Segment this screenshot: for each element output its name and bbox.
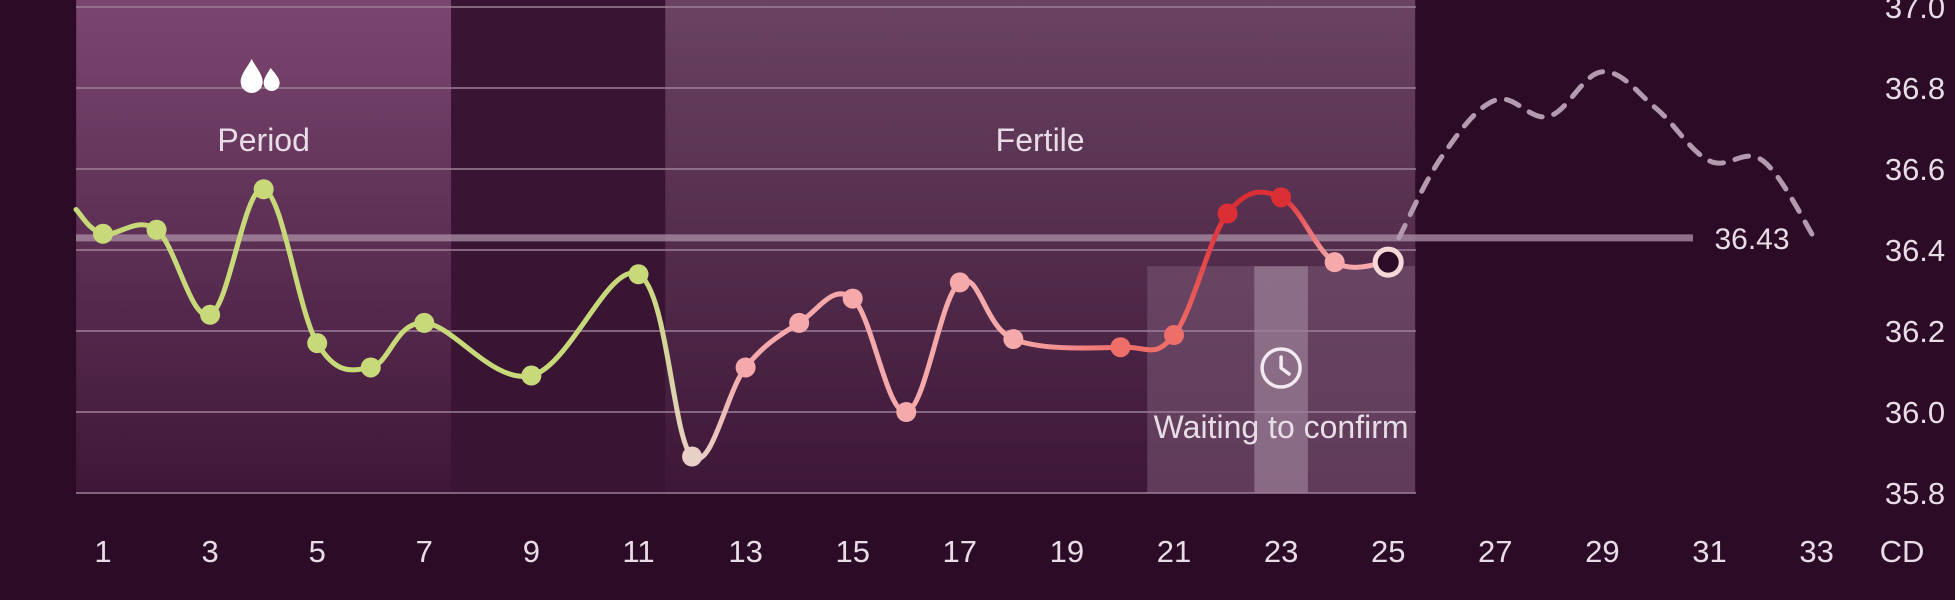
x-tick-label: 5 — [309, 534, 326, 569]
x-tick-label: 17 — [943, 534, 977, 569]
clock-icon — [1260, 347, 1302, 389]
phase-labels: Period Fertile Waiting to confirm — [217, 59, 1409, 445]
data-point[interactable] — [253, 179, 274, 200]
y-tick-label: 36.6 — [1885, 152, 1945, 187]
data-point[interactable] — [1217, 203, 1238, 224]
data-point-current[interactable] — [1372, 246, 1404, 278]
waiting-label: Waiting to confirm — [1154, 409, 1409, 445]
data-point[interactable] — [200, 304, 221, 325]
x-tick-label: 27 — [1478, 534, 1512, 569]
data-point[interactable] — [949, 272, 970, 293]
x-tick-label: 21 — [1157, 534, 1191, 569]
y-tick-label: 36.8 — [1885, 71, 1945, 106]
data-point[interactable] — [521, 365, 542, 386]
drops-icon — [240, 59, 280, 93]
x-tick-label: 11 — [622, 534, 654, 569]
grid-lines — [76, 6, 1416, 494]
x-tick-label: 25 — [1371, 534, 1405, 569]
x-tick-label: 3 — [201, 534, 218, 569]
y-tick-label: 35.8 — [1885, 476, 1945, 511]
data-point[interactable] — [1003, 329, 1024, 350]
y-tick-label: 36.0 — [1885, 395, 1945, 430]
phase-bands — [76, 0, 1415, 493]
x-tick-label: 19 — [1050, 534, 1084, 569]
x-tick-label: 23 — [1264, 534, 1298, 569]
curve-segment — [1171, 211, 1231, 338]
phase-label-fertile: Fertile — [996, 122, 1085, 158]
x-tick-label: 31 — [1692, 534, 1726, 569]
data-point[interactable] — [896, 402, 917, 422]
data-point[interactable] — [93, 223, 113, 244]
data-point[interactable] — [1271, 187, 1292, 208]
x-tick-label: 1 — [94, 534, 111, 569]
data-point[interactable] — [414, 312, 435, 333]
curve-segment — [636, 271, 695, 460]
phase-label-period: Period — [217, 122, 310, 158]
temperature-points — [93, 179, 1404, 467]
x-tick-label: 15 — [835, 534, 869, 569]
x-tick-label: 7 — [416, 534, 433, 569]
x-axis-label: CD — [1880, 534, 1925, 569]
threshold-line: 36.43 — [76, 223, 1790, 256]
data-point[interactable] — [789, 312, 810, 333]
waiting-band-highlight — [1254, 266, 1308, 493]
x-tick-label: 29 — [1585, 534, 1619, 569]
curve-segment — [421, 320, 534, 379]
data-point[interactable] — [1324, 252, 1345, 273]
y-tick-label: 36.2 — [1885, 314, 1945, 349]
y-tick-label: 37.0 — [1885, 0, 1945, 25]
data-point[interactable] — [628, 264, 649, 285]
data-point[interactable] — [146, 219, 167, 240]
x-tick-label: 13 — [728, 534, 762, 569]
y-tick-label: 36.4 — [1885, 233, 1945, 268]
y-axis: 35.8 36.0 36.2 36.4 36.6 36.8 37.0 — [1885, 0, 1945, 511]
threshold-value: 36.43 — [1714, 223, 1789, 256]
data-point[interactable] — [735, 357, 756, 378]
data-point[interactable] — [682, 446, 703, 467]
data-point[interactable] — [1164, 325, 1184, 346]
data-point[interactable] — [1110, 337, 1131, 358]
data-point[interactable] — [842, 288, 863, 309]
x-axis: 1 3 5 7 9 11 13 15 17 19 21 23 25 27 29 31 33 CD — [94, 534, 1924, 569]
prediction-line — [1396, 69, 1820, 245]
x-tick-label: 33 — [1799, 534, 1833, 569]
prediction-curve — [1396, 69, 1820, 245]
data-point[interactable] — [360, 357, 381, 378]
phase-band-period — [76, 0, 452, 493]
curve-segment — [528, 270, 641, 379]
data-point[interactable] — [307, 333, 328, 354]
x-tick-label: 9 — [523, 534, 540, 569]
